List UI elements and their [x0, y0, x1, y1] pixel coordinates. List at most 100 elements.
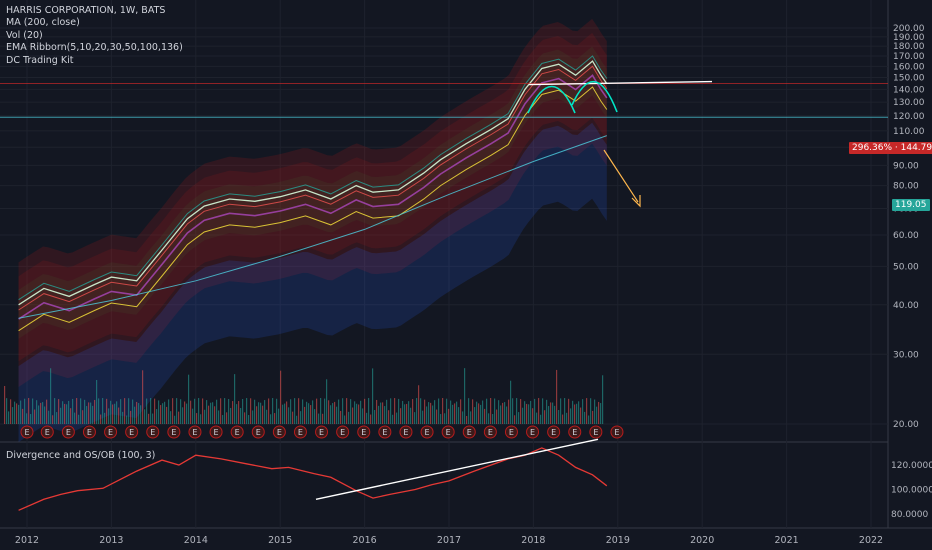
earnings-circle	[336, 425, 350, 439]
earnings-marker: E	[146, 425, 160, 439]
earnings-circle	[420, 425, 434, 439]
volume-bar	[464, 368, 466, 424]
volume-bar	[452, 404, 454, 424]
earnings-circle	[188, 425, 202, 439]
legend-dc[interactable]: DC Trading Kit	[6, 54, 74, 66]
earnings-marker: E	[20, 425, 34, 439]
volume-bar	[578, 401, 580, 424]
earnings-circle	[589, 425, 603, 439]
volume-bar	[422, 410, 424, 424]
volume-bar	[70, 408, 72, 424]
volume-bar	[224, 398, 226, 424]
volume-bar	[458, 407, 460, 424]
volume-bar	[506, 406, 508, 424]
volume-bar	[408, 401, 410, 424]
volume-bar	[56, 412, 58, 424]
volume-bar	[324, 398, 326, 424]
earnings-marker: E	[526, 425, 540, 439]
current-price-badge: 296.36% · 144.79	[849, 142, 932, 154]
volume-bar	[140, 405, 142, 424]
volume-bar	[438, 398, 440, 424]
volume-bar	[42, 402, 44, 424]
volume-bar	[564, 398, 566, 424]
earnings-label: E	[256, 428, 261, 437]
volume-bar	[478, 403, 480, 424]
earnings-circle	[209, 425, 223, 439]
volume-bar	[300, 411, 302, 424]
volume-bar	[222, 415, 224, 424]
volume-bar	[472, 399, 474, 424]
volume-bar	[386, 399, 388, 424]
volume-bar	[546, 399, 548, 424]
volume-bar	[364, 398, 366, 424]
legend-vol[interactable]: Vol (20)	[6, 29, 43, 41]
volume-bar	[204, 409, 206, 424]
time-tick-label: 2016	[353, 535, 377, 546]
legend-ema[interactable]: EMA Ribborn(5,10,20,30,50,100,136)	[6, 42, 183, 54]
oscillator-axis[interactable]: 120.0000 100.0000 80.0000	[891, 461, 932, 520]
volume-bar	[52, 415, 54, 424]
volume-bar	[170, 411, 172, 424]
volume-bar	[502, 402, 504, 424]
volume-bar	[492, 414, 494, 424]
volume-bar	[188, 374, 190, 424]
volume-bar	[86, 406, 88, 424]
volume-bar	[256, 406, 258, 424]
volume-bar	[240, 407, 242, 424]
time-axis[interactable]: 2012 2013 2014 2015 2016 2017 2018 2019 2020 2021…	[15, 535, 883, 546]
volume-bar	[306, 401, 308, 424]
price-tick-label: 140.00	[893, 85, 925, 95]
volume-bar	[212, 402, 214, 424]
volume-bar	[94, 399, 96, 424]
volume-bar	[134, 406, 136, 424]
volume-bar	[312, 400, 314, 424]
volume-bar	[154, 398, 156, 424]
volume-bar	[102, 398, 104, 424]
volume-bar	[428, 402, 430, 424]
volume-bar	[560, 398, 562, 424]
volume-bar	[522, 407, 524, 424]
price-tick-label: 60.00	[893, 231, 919, 241]
volume-bar	[394, 398, 396, 424]
time-tick-label: 2012	[15, 535, 39, 546]
volume-bar	[84, 399, 86, 424]
volume-bar	[308, 403, 310, 424]
volume-bar	[270, 414, 272, 424]
earnings-marker: E	[272, 425, 286, 439]
volume-bar	[264, 400, 266, 424]
earnings-marker: E	[441, 425, 455, 439]
chart-title[interactable]: HARRIS CORPORATION, 1W, BATS	[6, 5, 166, 16]
volume-bar	[148, 413, 150, 424]
earnings-label: E	[45, 428, 50, 437]
volume-bar	[248, 415, 250, 424]
ema-line	[18, 74, 608, 320]
ema-line	[18, 55, 608, 301]
volume-bar	[490, 398, 492, 424]
volume-bar	[372, 368, 374, 424]
earnings-label: E	[572, 428, 577, 437]
volume-bar	[512, 398, 514, 424]
volume-bar	[16, 403, 18, 424]
legend: HARRIS CORPORATION, 1W, BATS MA (200, cl…	[6, 5, 183, 67]
volume-bar	[580, 407, 582, 424]
volume-bar	[418, 385, 420, 424]
volume-bar	[238, 401, 240, 424]
volume-bar	[158, 400, 160, 424]
upper-band-outer	[18, 18, 607, 388]
volume-bar	[184, 401, 186, 424]
volume-bar	[46, 399, 48, 424]
volume-bar	[216, 399, 218, 424]
legend-ma[interactable]: MA (200, close)	[6, 17, 80, 29]
earnings-label: E	[235, 428, 240, 437]
volume-bar	[64, 403, 66, 424]
oscillator-title[interactable]: Divergence and OS/OB (100, 3)	[6, 450, 156, 461]
volume-bar	[416, 398, 418, 424]
volume-bar	[588, 415, 590, 424]
series-lines	[18, 55, 608, 511]
volume-bar	[258, 402, 260, 424]
earnings-label: E	[192, 428, 197, 437]
oscillator-tick-label: 100.0000	[891, 486, 932, 496]
